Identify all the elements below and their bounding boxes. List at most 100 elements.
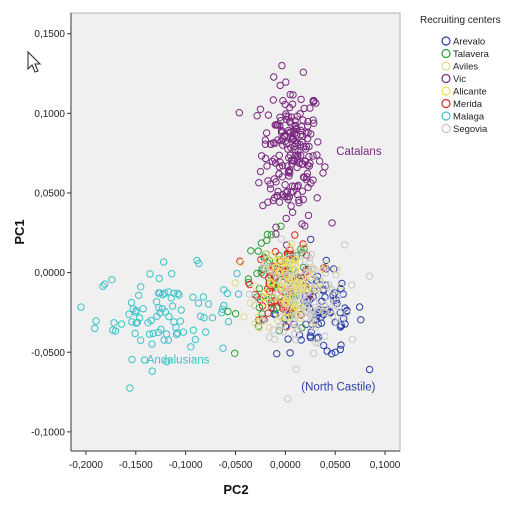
data-point-vic — [288, 160, 296, 168]
data-point-vic — [255, 179, 263, 187]
data-point-segovia — [309, 349, 318, 358]
data-point-vic — [263, 162, 271, 170]
data-point-aviles — [240, 313, 248, 321]
data-point-segovia — [321, 332, 329, 340]
data-point-vic — [299, 68, 308, 76]
data-point-arevalo — [336, 345, 344, 354]
data-point-malaga — [131, 329, 139, 338]
data-point-merida — [260, 254, 269, 263]
data-point-malaga — [191, 335, 200, 344]
legend-label: Talavera — [453, 49, 490, 60]
data-point-segovia — [294, 326, 303, 334]
data-point-arevalo — [321, 293, 329, 301]
mouse-pointer-icon — [27, 50, 42, 73]
data-point-segovia — [265, 333, 273, 341]
data-point-segovia — [312, 338, 320, 347]
data-point-vic — [286, 90, 294, 99]
data-point-vic — [289, 187, 297, 196]
legend-label: Aviles — [453, 62, 478, 73]
data-point-vic — [262, 154, 270, 163]
data-point-alicante — [261, 289, 269, 297]
data-point-segovia — [276, 323, 284, 331]
data-point-arevalo — [322, 256, 330, 265]
data-point-aviles — [337, 282, 345, 290]
data-point-vic — [264, 111, 273, 119]
data-point-segovia — [315, 339, 323, 347]
data-point-aviles — [265, 323, 273, 332]
legend-marker — [441, 48, 451, 59]
data-point-segovia — [307, 250, 316, 259]
data-point-malaga — [127, 298, 136, 307]
legend-marker — [441, 61, 451, 71]
annotation-label: Andalusians — [147, 354, 210, 366]
data-point-vic — [288, 132, 296, 141]
y-tick-label: 0,0500 — [34, 188, 65, 199]
data-point-vic — [281, 181, 289, 189]
data-point-aviles — [301, 242, 309, 250]
data-point-talavera — [231, 310, 240, 318]
data-point-vic — [287, 144, 295, 152]
annotation-label: (North Castile) — [301, 381, 375, 393]
y-ticks: -0,1000 -0,0500 0,0000 0,0500 0,1000 0,1500 — [31, 29, 71, 438]
data-point-malaga — [158, 305, 167, 313]
data-point-merida — [264, 309, 272, 317]
x-tick-label: 0,0000 — [270, 460, 301, 471]
data-point-vic — [270, 175, 278, 183]
data-point-aviles — [313, 284, 321, 292]
data-point-alicante — [282, 298, 290, 306]
data-point-arevalo — [332, 296, 340, 304]
data-point-vic — [292, 121, 300, 130]
data-point-alicante — [272, 263, 280, 272]
data-point-vic — [293, 183, 301, 191]
data-point-malaga — [154, 328, 163, 337]
data-point-malaga — [110, 319, 118, 327]
data-point-segovia — [328, 312, 337, 320]
data-point-vic — [295, 196, 303, 204]
data-point-malaga — [111, 327, 120, 335]
data-point-aviles — [289, 307, 297, 315]
data-point-merida — [236, 257, 244, 265]
data-point-vic — [276, 113, 284, 122]
data-point-arevalo — [297, 336, 305, 344]
data-point-vic — [294, 151, 302, 159]
data-point-malaga — [234, 290, 243, 298]
data-point-malaga — [156, 309, 164, 317]
data-point-vic — [282, 78, 290, 86]
data-point-malaga — [160, 258, 168, 266]
data-point-malaga — [194, 299, 203, 307]
x-tick-label: 0,0500 — [320, 460, 351, 471]
data-point-aviles — [294, 311, 303, 319]
data-point-aviles — [321, 260, 330, 268]
data-point-vic — [306, 104, 314, 112]
data-point-vic — [304, 134, 312, 143]
data-point-malaga — [133, 318, 142, 327]
data-point-arevalo — [306, 333, 315, 342]
legend-label: Arevalo — [453, 37, 485, 48]
data-point-alicante — [285, 274, 294, 283]
data-point-malaga — [224, 317, 233, 326]
data-point-malaga — [170, 318, 178, 326]
data-point-vic — [310, 119, 318, 127]
data-point-vic — [295, 199, 303, 207]
data-point-vic — [290, 142, 299, 150]
data-point-malaga — [179, 328, 188, 336]
legend-marker — [441, 73, 451, 84]
data-point-segovia — [250, 291, 259, 300]
data-point-vic — [259, 201, 267, 210]
data-point-alicante — [282, 263, 291, 272]
y-tick-label: 0,0000 — [34, 268, 65, 279]
y-tick-label: 0,1000 — [34, 109, 65, 120]
data-point-malaga — [202, 328, 210, 336]
data-point-malaga — [77, 303, 85, 311]
data-point-malaga — [174, 289, 182, 298]
data-point-malaga — [145, 330, 154, 338]
data-point-vic — [235, 109, 244, 117]
data-point-talavera — [224, 307, 232, 316]
data-point-malaga — [258, 314, 267, 323]
data-point-arevalo — [337, 341, 345, 349]
legend-label: Merida — [453, 99, 483, 110]
data-point-vic — [261, 136, 270, 144]
data-point-vic — [279, 97, 287, 105]
annotations: Catalans Andalusians (North Castile) — [147, 146, 382, 394]
